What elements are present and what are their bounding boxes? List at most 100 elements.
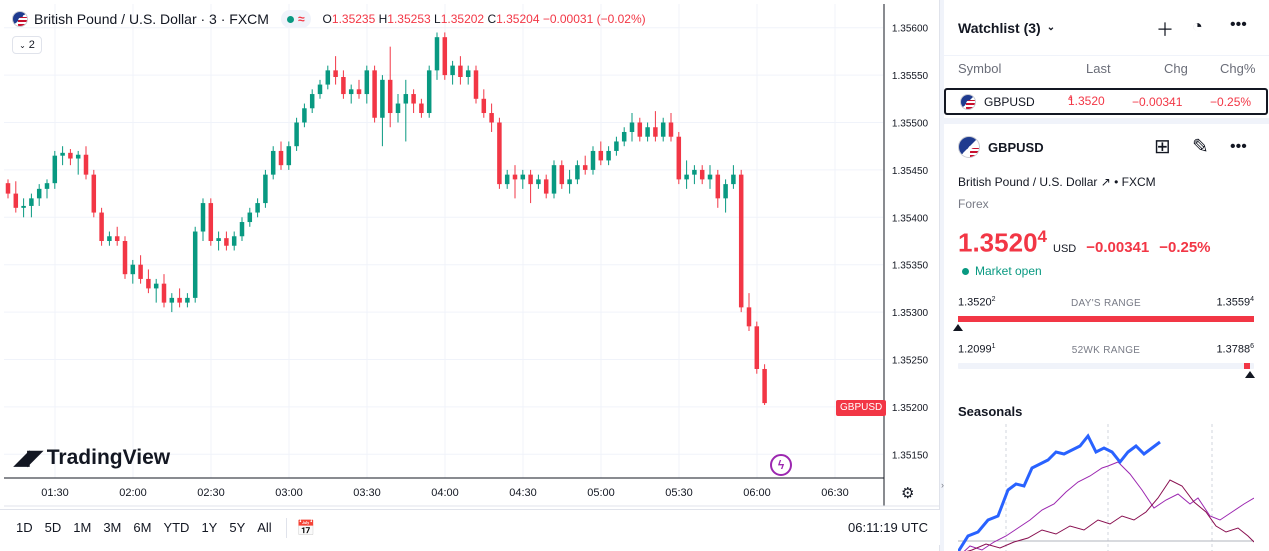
col-symbol[interactable]: Symbol xyxy=(958,60,1002,76)
candle-body xyxy=(575,165,580,180)
last-price-symbol-badge: GBPUSD xyxy=(836,400,887,416)
candle-body xyxy=(723,184,728,199)
last-price: 1.35204 xyxy=(958,227,1047,258)
candle-body xyxy=(224,238,229,246)
candle-body xyxy=(645,127,650,137)
candle-body xyxy=(637,122,643,137)
chevron-down-icon[interactable]: ⌄ xyxy=(1046,22,1056,33)
candle-body xyxy=(754,326,760,369)
advanced-view-icon[interactable]: ◔ xyxy=(1192,16,1203,36)
more-icon[interactable]: ••• xyxy=(1230,138,1247,155)
range-button-all[interactable]: All xyxy=(257,520,272,535)
chevron-down-icon: ⌄ xyxy=(19,40,26,50)
candle-body xyxy=(239,222,245,237)
col-chg[interactable]: Chg xyxy=(1164,60,1188,76)
tradingview-logo[interactable]: ◢◤ TradingView xyxy=(14,445,171,470)
wk52-range-track xyxy=(958,363,1254,369)
candle-body xyxy=(364,70,370,95)
tradingview-mark-icon: ◢◤ xyxy=(14,447,43,469)
candle-body xyxy=(130,264,136,275)
x-tick-label: 05:30 xyxy=(665,487,693,499)
range-button-5y[interactable]: 5Y xyxy=(229,520,246,535)
chart-legend: British Pound / U.S. Dollar · 3 · FXCM ≈… xyxy=(12,10,646,28)
candle-body xyxy=(559,165,565,185)
chart-settings-gear-icon[interactable]: ⚙ xyxy=(901,485,915,502)
gbpusd-flag-icon xyxy=(960,93,976,110)
candle-body xyxy=(707,174,713,180)
y-tick-label: 1.35200 xyxy=(892,403,929,414)
candle-body xyxy=(606,150,611,161)
candle-body xyxy=(5,183,11,194)
y-tick-label: 1.35350 xyxy=(892,261,929,272)
x-tick-label: 06:00 xyxy=(743,487,771,499)
bottom-toolbar: 1D 5D 1M 3M 6M YTD 1Y 5Y All 📅 06:11:19 UTC xyxy=(0,509,940,545)
more-icon[interactable]: ••• xyxy=(1230,16,1247,33)
candle-body xyxy=(497,122,502,185)
watchlist-row-gbpusd[interactable]: GBPUSD 1.3520 4 −0.00341 −0.25% xyxy=(944,88,1268,115)
day-range-label: DAY'S RANGE xyxy=(1070,298,1142,309)
market-open-dot-icon xyxy=(286,15,294,23)
calendar-icon[interactable]: 📅 xyxy=(296,519,316,537)
candle-body xyxy=(68,152,73,159)
candle-body xyxy=(138,264,143,279)
x-tick-label: 04:00 xyxy=(431,487,459,499)
col-chg-pct[interactable]: Chg% xyxy=(1220,60,1256,76)
price-chart[interactable]: 01:30 02:00 02:30 03:00 03:30 04:00 04:30 05:00… xyxy=(0,0,940,509)
candle-body xyxy=(528,174,533,185)
y-tick-label: 1.35250 xyxy=(892,356,929,367)
range-button-6m[interactable]: 6M xyxy=(133,520,152,535)
indicators-toggle-button[interactable]: ⌄ 2 xyxy=(12,36,42,54)
candle-body xyxy=(660,122,666,137)
wk52-range-marker-icon xyxy=(1244,371,1255,378)
range-button-5d[interactable]: 5D xyxy=(44,520,62,535)
status-dot-icon xyxy=(962,267,969,275)
candle-body xyxy=(567,179,572,185)
col-last[interactable]: Last xyxy=(1086,60,1111,76)
candle-body xyxy=(29,198,34,206)
market-status-pill[interactable]: ≈ xyxy=(280,10,311,28)
day-range: 1.35202 DAY'S RANGE 1.35594 xyxy=(953,296,1254,336)
collapse-handle-icon[interactable]: › xyxy=(941,480,944,490)
x-tick-label: 05:00 xyxy=(587,487,615,499)
candle-body xyxy=(247,212,253,223)
utc-clock[interactable]: 06:11:19 UTC xyxy=(848,520,928,535)
range-button-1m[interactable]: 1M xyxy=(73,520,92,535)
candle-body xyxy=(91,174,97,213)
external-link-icon[interactable]: ↗ xyxy=(1100,175,1111,189)
day-range-high: 1.35594 xyxy=(1216,296,1254,309)
add-symbol-icon[interactable]: ＋ xyxy=(1156,20,1174,40)
range-button-1d[interactable]: 1D xyxy=(16,520,33,535)
edit-icon[interactable]: ✎ xyxy=(1192,136,1209,158)
row-symbol: GBPUSD xyxy=(984,94,1035,109)
candle-body xyxy=(36,188,42,199)
candle-body xyxy=(200,203,206,232)
watchlist-title[interactable]: Watchlist (3) xyxy=(958,19,1041,36)
price-change: −0.00031 (−0.02%) xyxy=(542,12,646,26)
candle-body xyxy=(309,94,315,109)
seasonals-chart[interactable] xyxy=(958,424,1254,551)
candle-body xyxy=(582,165,588,170)
watchlist-column-headers: Symbol Last Chg Chg% xyxy=(944,56,1269,80)
candle-body xyxy=(60,152,65,156)
candle-body xyxy=(372,70,377,118)
wk52-range-high: 1.37886 xyxy=(1216,343,1254,356)
candle-body xyxy=(114,236,120,241)
seasonals-title[interactable]: Seasonals xyxy=(958,404,1023,419)
range-button-3m[interactable]: 3M xyxy=(103,520,122,535)
chart-pane[interactable]: 01:30 02:00 02:30 03:00 03:30 04:00 04:30 05:00… xyxy=(0,0,940,551)
range-button-ytd[interactable]: YTD xyxy=(163,520,190,535)
candle-body xyxy=(161,283,167,303)
candle-body xyxy=(614,141,619,151)
x-tick-label: 03:00 xyxy=(275,487,303,499)
grid-view-icon[interactable]: ⊞ xyxy=(1154,136,1171,158)
lightning-icon[interactable]: ϟ xyxy=(770,454,792,476)
candle-body xyxy=(419,103,424,114)
row-chg: −0.00341 xyxy=(1132,94,1183,109)
market-status[interactable]: Market open xyxy=(962,264,1042,278)
symbol-title[interactable]: British Pound / U.S. Dollar · 3 · FXCM xyxy=(34,11,269,27)
details-symbol[interactable]: GBPUSD xyxy=(988,139,1044,155)
range-button-1y[interactable]: 1Y xyxy=(201,520,218,535)
row-chg-pct: −0.25% xyxy=(1210,94,1252,109)
candle-body xyxy=(504,174,510,185)
